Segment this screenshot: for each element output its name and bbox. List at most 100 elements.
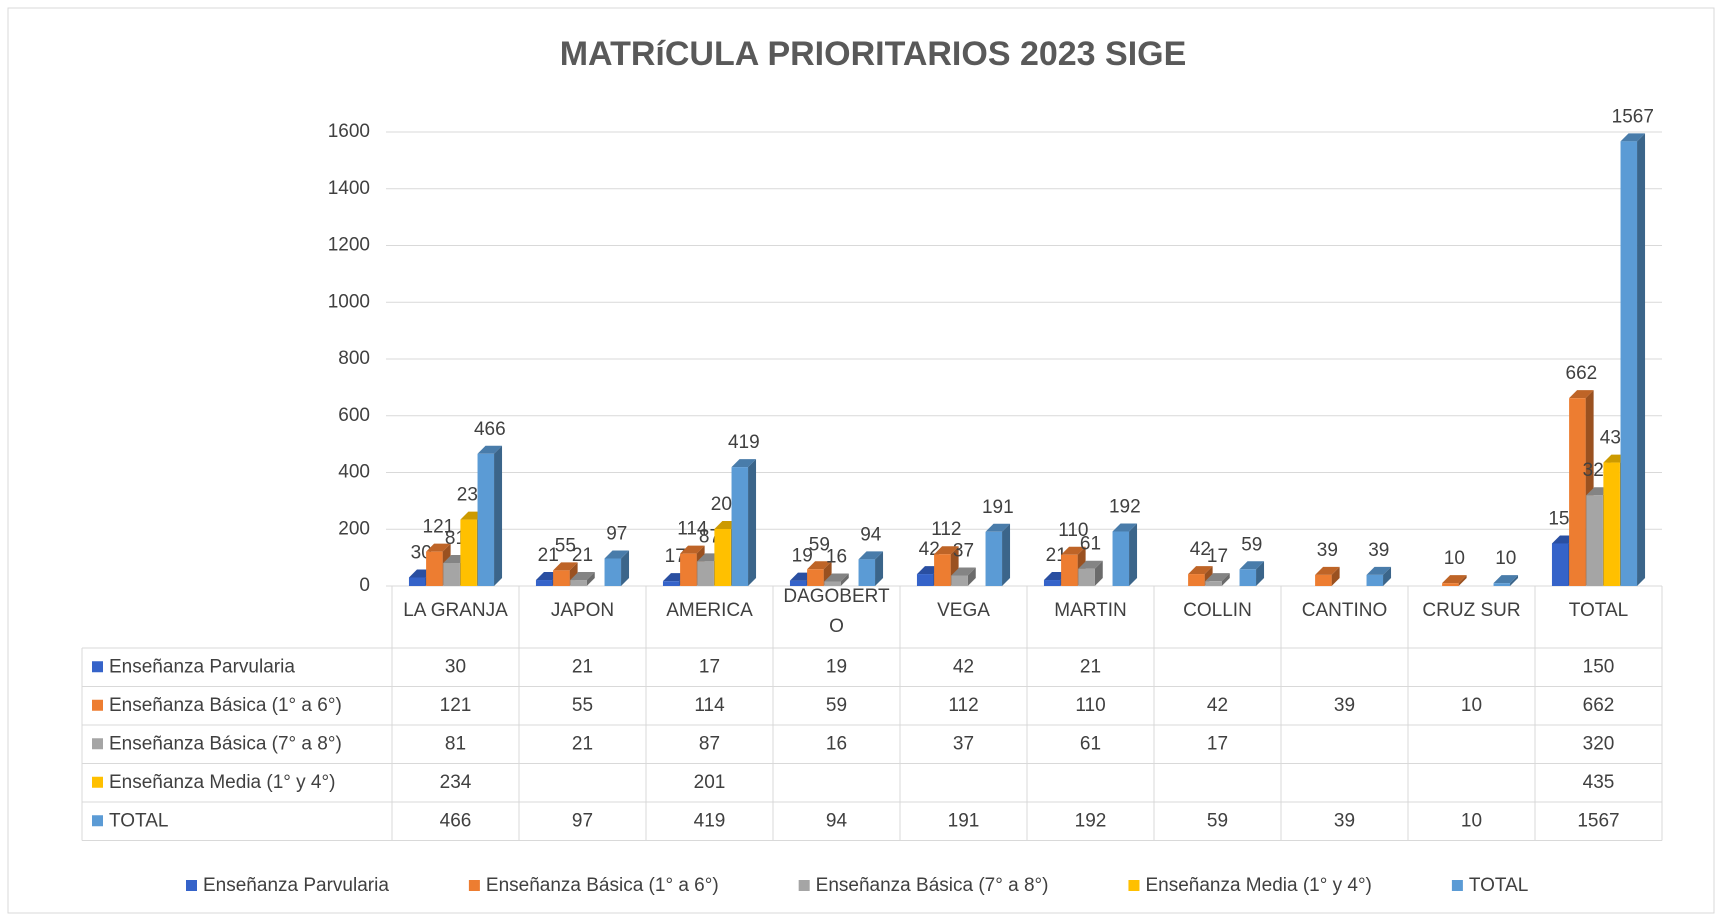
table-cell: 10 bbox=[1461, 695, 1482, 716]
data-label: 112 bbox=[931, 519, 961, 540]
bar bbox=[426, 551, 443, 586]
x-tick-label: DAGOBERT O bbox=[783, 586, 890, 637]
table-cell: 94 bbox=[826, 810, 848, 831]
table-cell: 234 bbox=[440, 772, 472, 793]
x-tick-label: MARTIN bbox=[1054, 600, 1126, 621]
x-tick-label: VEGA bbox=[937, 600, 990, 621]
data-label: 94 bbox=[860, 524, 882, 545]
data-label: 114 bbox=[677, 519, 708, 540]
bar bbox=[824, 581, 841, 586]
bar bbox=[916, 574, 934, 586]
table-cell: 37 bbox=[953, 733, 974, 754]
bar bbox=[714, 528, 731, 586]
table-cell: 39 bbox=[1334, 810, 1355, 831]
table-cell: 150 bbox=[1583, 656, 1615, 677]
table-cell: 16 bbox=[826, 733, 847, 754]
bar bbox=[951, 575, 968, 586]
data-label: 19 bbox=[792, 546, 813, 567]
legend-key bbox=[798, 880, 810, 891]
table-cell: 21 bbox=[572, 656, 593, 677]
legend-key bbox=[468, 880, 480, 891]
bar bbox=[1061, 554, 1078, 586]
bar bbox=[1366, 574, 1384, 586]
bar-side bbox=[967, 567, 976, 586]
table-cell: 39 bbox=[1334, 695, 1355, 716]
legend-key bbox=[92, 661, 103, 673]
data-label: 97 bbox=[606, 523, 627, 544]
table-cell: 42 bbox=[1207, 695, 1228, 716]
legend-key bbox=[1128, 880, 1140, 891]
bar-top bbox=[1112, 523, 1138, 532]
data-label: 42 bbox=[1190, 539, 1211, 560]
legend-key bbox=[1451, 880, 1463, 891]
bar-top bbox=[680, 545, 705, 554]
data-label: 419 bbox=[728, 432, 760, 453]
table-cell: 110 bbox=[1075, 695, 1105, 716]
data-label: 39 bbox=[1317, 540, 1338, 561]
bar-top bbox=[1078, 560, 1103, 569]
table-cell: 21 bbox=[572, 733, 593, 754]
table-cell: 19 bbox=[826, 656, 847, 677]
table-cell: 81 bbox=[445, 733, 466, 754]
x-tick-label: TOTAL bbox=[1569, 600, 1628, 621]
chart-frame bbox=[7, 7, 1715, 914]
table-cell: 121 bbox=[440, 695, 472, 716]
bar-side bbox=[1094, 560, 1103, 586]
data-label: 59 bbox=[809, 534, 830, 555]
legend-key bbox=[92, 776, 103, 788]
x-tick-label: CANTINO bbox=[1302, 600, 1388, 621]
table-cell: 201 bbox=[694, 772, 726, 793]
bar-side bbox=[1331, 566, 1340, 586]
data-label: 39 bbox=[1368, 540, 1389, 561]
bar bbox=[789, 580, 807, 586]
table-row-label: Enseñanza Básica (1° a 6°) bbox=[109, 695, 342, 716]
bar-side bbox=[1383, 566, 1392, 586]
y-tick-label: 600 bbox=[338, 405, 370, 426]
bar-top bbox=[1188, 566, 1213, 575]
table-cell: 87 bbox=[699, 733, 720, 754]
bar-top bbox=[553, 562, 578, 571]
bar-top bbox=[1205, 573, 1230, 582]
y-tick-label: 0 bbox=[359, 575, 370, 596]
x-tick-label: CRUZ SUR bbox=[1422, 600, 1520, 621]
bar-top bbox=[1442, 575, 1467, 584]
bar bbox=[604, 558, 622, 586]
table-cell: 21 bbox=[1080, 656, 1101, 677]
y-tick-label: 1200 bbox=[328, 235, 370, 256]
bar bbox=[858, 559, 876, 586]
bar-top bbox=[934, 546, 959, 555]
data-label: 10 bbox=[1495, 548, 1516, 569]
table-cell: 112 bbox=[948, 695, 978, 716]
bar bbox=[1586, 495, 1603, 586]
bar bbox=[1569, 398, 1586, 586]
bar-top bbox=[1493, 575, 1519, 584]
table-cell: 55 bbox=[572, 695, 593, 716]
legend-label: Enseñanza Media (1° y 4°) bbox=[1145, 875, 1371, 896]
bar-top bbox=[807, 561, 832, 570]
legend-key bbox=[92, 699, 103, 711]
data-label: 662 bbox=[1566, 363, 1598, 384]
data-label: 16 bbox=[826, 546, 847, 567]
table-row-label: TOTAL bbox=[109, 810, 168, 831]
data-label: 61 bbox=[1080, 534, 1101, 555]
data-label: 192 bbox=[1109, 497, 1141, 518]
bar bbox=[934, 554, 951, 586]
bar bbox=[807, 569, 824, 586]
bar-top bbox=[1620, 133, 1646, 142]
data-label: 37 bbox=[953, 541, 974, 562]
bar-side bbox=[1510, 575, 1519, 586]
bar bbox=[1188, 574, 1205, 586]
y-tick-label: 1400 bbox=[328, 178, 370, 199]
table-cell: 42 bbox=[953, 656, 974, 677]
bar-side bbox=[748, 459, 757, 586]
bar-side bbox=[840, 573, 849, 586]
data-label: 59 bbox=[1241, 534, 1262, 555]
bar bbox=[697, 561, 714, 586]
y-tick-label: 200 bbox=[338, 518, 370, 539]
table-cell: 662 bbox=[1583, 695, 1615, 716]
bar-top bbox=[1569, 390, 1594, 399]
bar bbox=[535, 580, 553, 586]
table-cell: 97 bbox=[572, 810, 593, 831]
data-label: 21 bbox=[538, 545, 559, 566]
